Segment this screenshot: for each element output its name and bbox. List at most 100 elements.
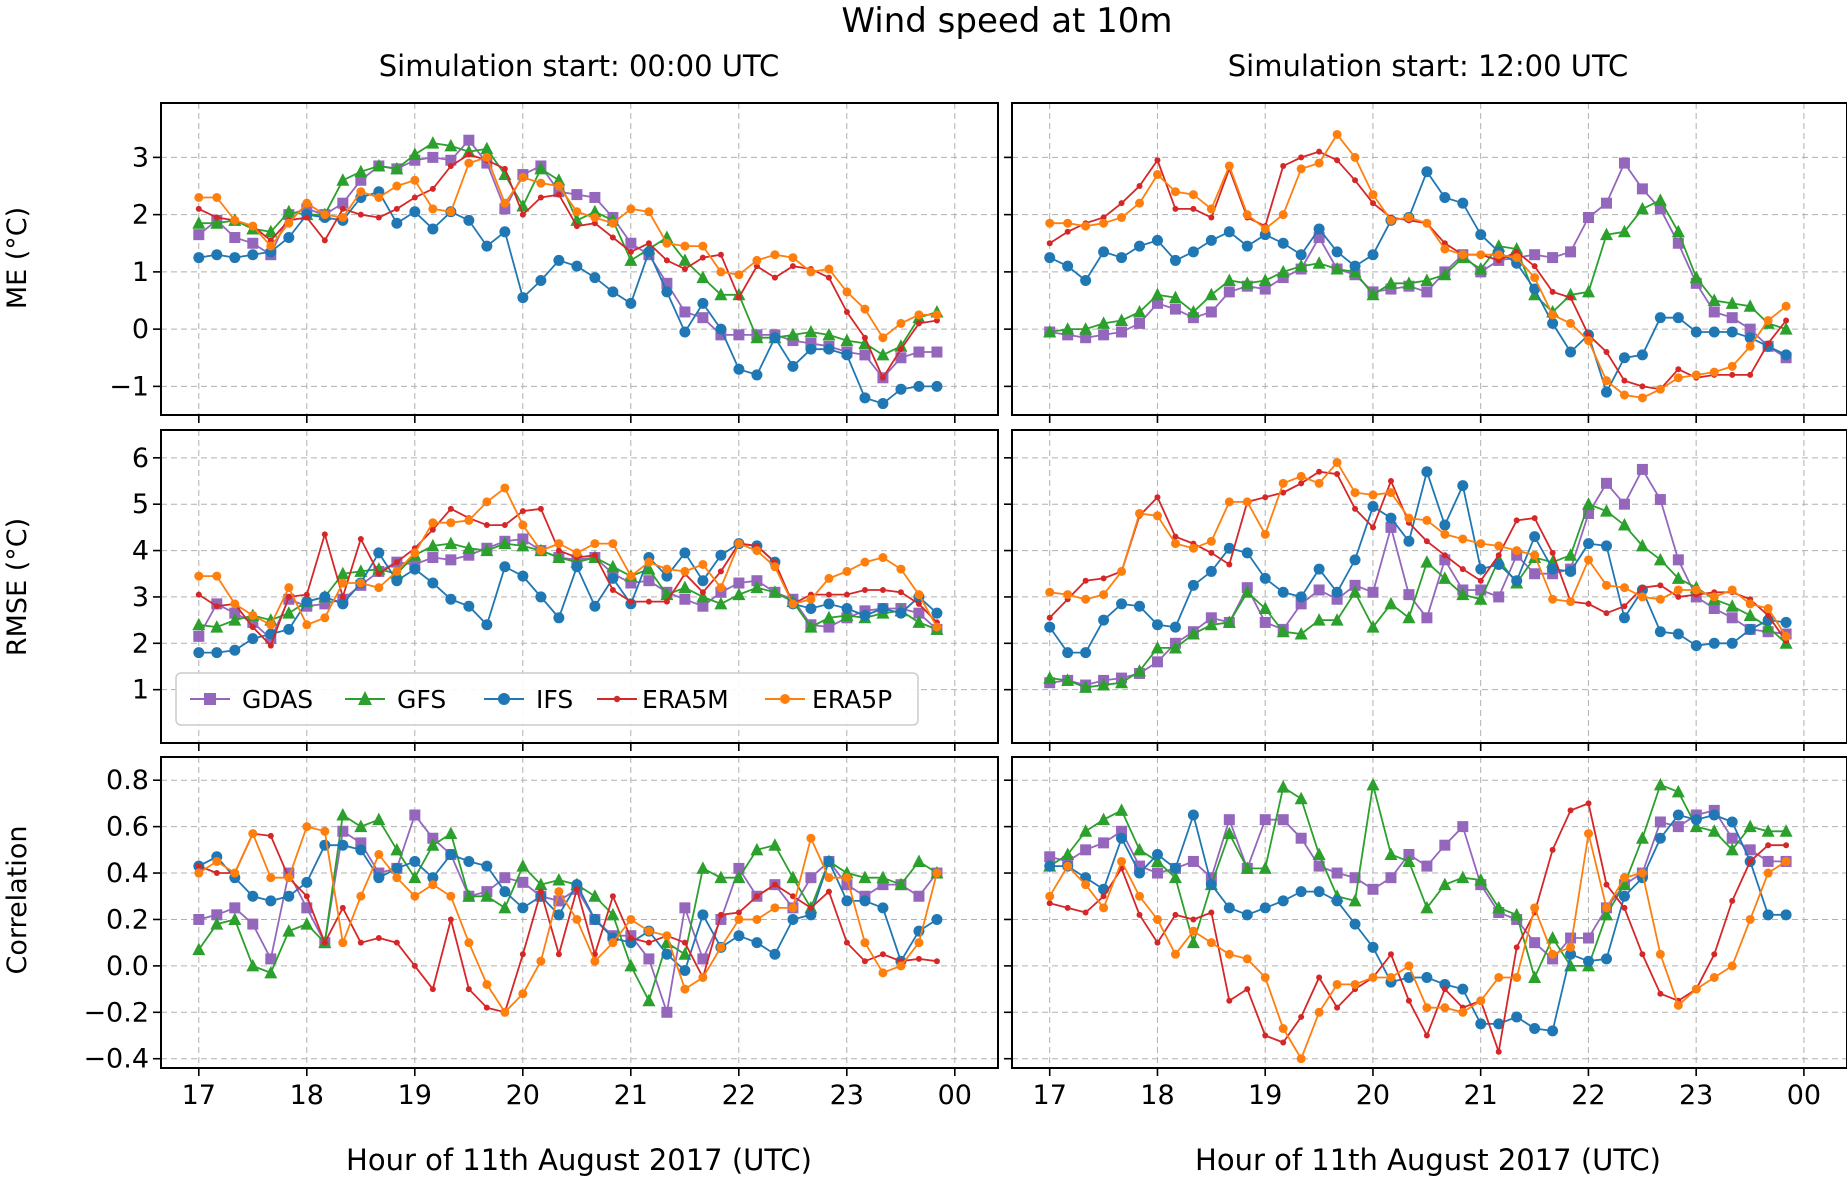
data-point bbox=[1420, 273, 1434, 286]
x-tick-label: 17 bbox=[1033, 1080, 1067, 1111]
x-tick-label: 20 bbox=[1356, 1080, 1390, 1111]
data-point bbox=[499, 886, 511, 898]
data-point bbox=[1709, 592, 1719, 602]
data-point bbox=[661, 1006, 673, 1018]
series-era5p bbox=[194, 822, 942, 1017]
data-point bbox=[1727, 585, 1737, 595]
y-tick-label: −0.2 bbox=[83, 997, 149, 1028]
data-point bbox=[1765, 612, 1772, 619]
data-point bbox=[1044, 621, 1056, 633]
data-point bbox=[570, 213, 584, 226]
series-line-gfs bbox=[198, 813, 938, 1004]
data-point bbox=[645, 939, 652, 946]
data-point bbox=[1098, 329, 1110, 341]
data-point bbox=[390, 842, 404, 856]
data-point bbox=[1080, 332, 1092, 344]
data-point bbox=[1438, 877, 1452, 891]
data-point bbox=[681, 266, 688, 273]
data-point bbox=[895, 383, 907, 395]
data-point bbox=[1639, 584, 1646, 591]
data-point bbox=[915, 955, 922, 962]
data-point bbox=[1277, 895, 1289, 907]
data-point bbox=[571, 260, 583, 272]
data-point bbox=[1368, 490, 1378, 500]
data-point bbox=[1689, 270, 1703, 284]
data-point bbox=[572, 207, 582, 217]
data-point bbox=[1673, 585, 1683, 595]
data-point bbox=[752, 255, 762, 265]
data-point bbox=[788, 253, 798, 263]
data-point bbox=[1457, 480, 1469, 492]
data-point bbox=[842, 287, 852, 297]
data-point bbox=[1133, 304, 1147, 318]
data-point bbox=[499, 226, 511, 238]
data-point bbox=[517, 570, 529, 582]
data-point bbox=[696, 589, 710, 603]
legend-entry-gdas: GDAS bbox=[190, 685, 313, 714]
data-point bbox=[678, 253, 692, 266]
data-point bbox=[1781, 856, 1791, 866]
data-point bbox=[283, 867, 295, 879]
data-point bbox=[732, 287, 746, 301]
data-point bbox=[1367, 586, 1379, 598]
data-point bbox=[1566, 597, 1576, 607]
data-point bbox=[625, 577, 637, 589]
data-point bbox=[1765, 842, 1772, 849]
data-point bbox=[247, 237, 259, 249]
data-point bbox=[735, 294, 742, 301]
data-point bbox=[860, 557, 870, 567]
data-point bbox=[1186, 304, 1200, 318]
data-point bbox=[320, 210, 330, 220]
data-point bbox=[1366, 287, 1380, 301]
data-point bbox=[642, 993, 656, 1007]
data-point bbox=[1332, 457, 1342, 467]
data-point bbox=[1458, 250, 1468, 260]
data-point bbox=[823, 621, 835, 633]
data-point bbox=[427, 552, 439, 564]
data-point bbox=[663, 598, 670, 605]
data-point bbox=[1278, 210, 1288, 220]
series-gfs bbox=[1043, 777, 1793, 983]
data-point bbox=[1097, 316, 1111, 329]
data-point bbox=[679, 547, 691, 559]
data-point bbox=[824, 573, 834, 583]
data-point bbox=[1726, 832, 1738, 844]
data-point bbox=[1726, 637, 1738, 649]
series-era5p bbox=[1045, 829, 1791, 1064]
data-point bbox=[1169, 862, 1181, 874]
data-point bbox=[771, 881, 778, 888]
data-point bbox=[732, 587, 746, 601]
data-point bbox=[192, 216, 206, 229]
data-point bbox=[788, 903, 798, 913]
series-gdas bbox=[193, 809, 943, 1018]
data-point bbox=[465, 151, 472, 158]
data-point bbox=[571, 561, 583, 573]
data-point bbox=[626, 571, 636, 581]
data-point bbox=[1240, 585, 1254, 598]
data-point bbox=[1366, 777, 1380, 791]
data-point bbox=[1330, 262, 1344, 275]
data-point bbox=[392, 566, 402, 576]
data-point bbox=[266, 873, 276, 883]
data-point bbox=[822, 610, 836, 624]
data-point bbox=[1205, 306, 1217, 318]
data-point bbox=[1295, 886, 1307, 898]
data-point bbox=[339, 904, 346, 911]
data-point bbox=[1172, 911, 1179, 918]
data-point bbox=[356, 187, 366, 197]
data-point bbox=[1168, 640, 1182, 654]
data-point bbox=[321, 531, 328, 538]
data-point bbox=[1549, 288, 1556, 295]
data-point bbox=[932, 310, 942, 320]
x-tick-label: 00 bbox=[938, 1080, 972, 1111]
data-point bbox=[1783, 842, 1790, 849]
data-point bbox=[1387, 478, 1394, 485]
data-point bbox=[462, 144, 476, 158]
data-point bbox=[715, 329, 727, 341]
data-point bbox=[481, 240, 493, 252]
data-point bbox=[914, 310, 924, 320]
data-point bbox=[915, 320, 922, 327]
data-point bbox=[1493, 558, 1505, 570]
data-point bbox=[1619, 390, 1629, 400]
data-point bbox=[1657, 990, 1664, 997]
